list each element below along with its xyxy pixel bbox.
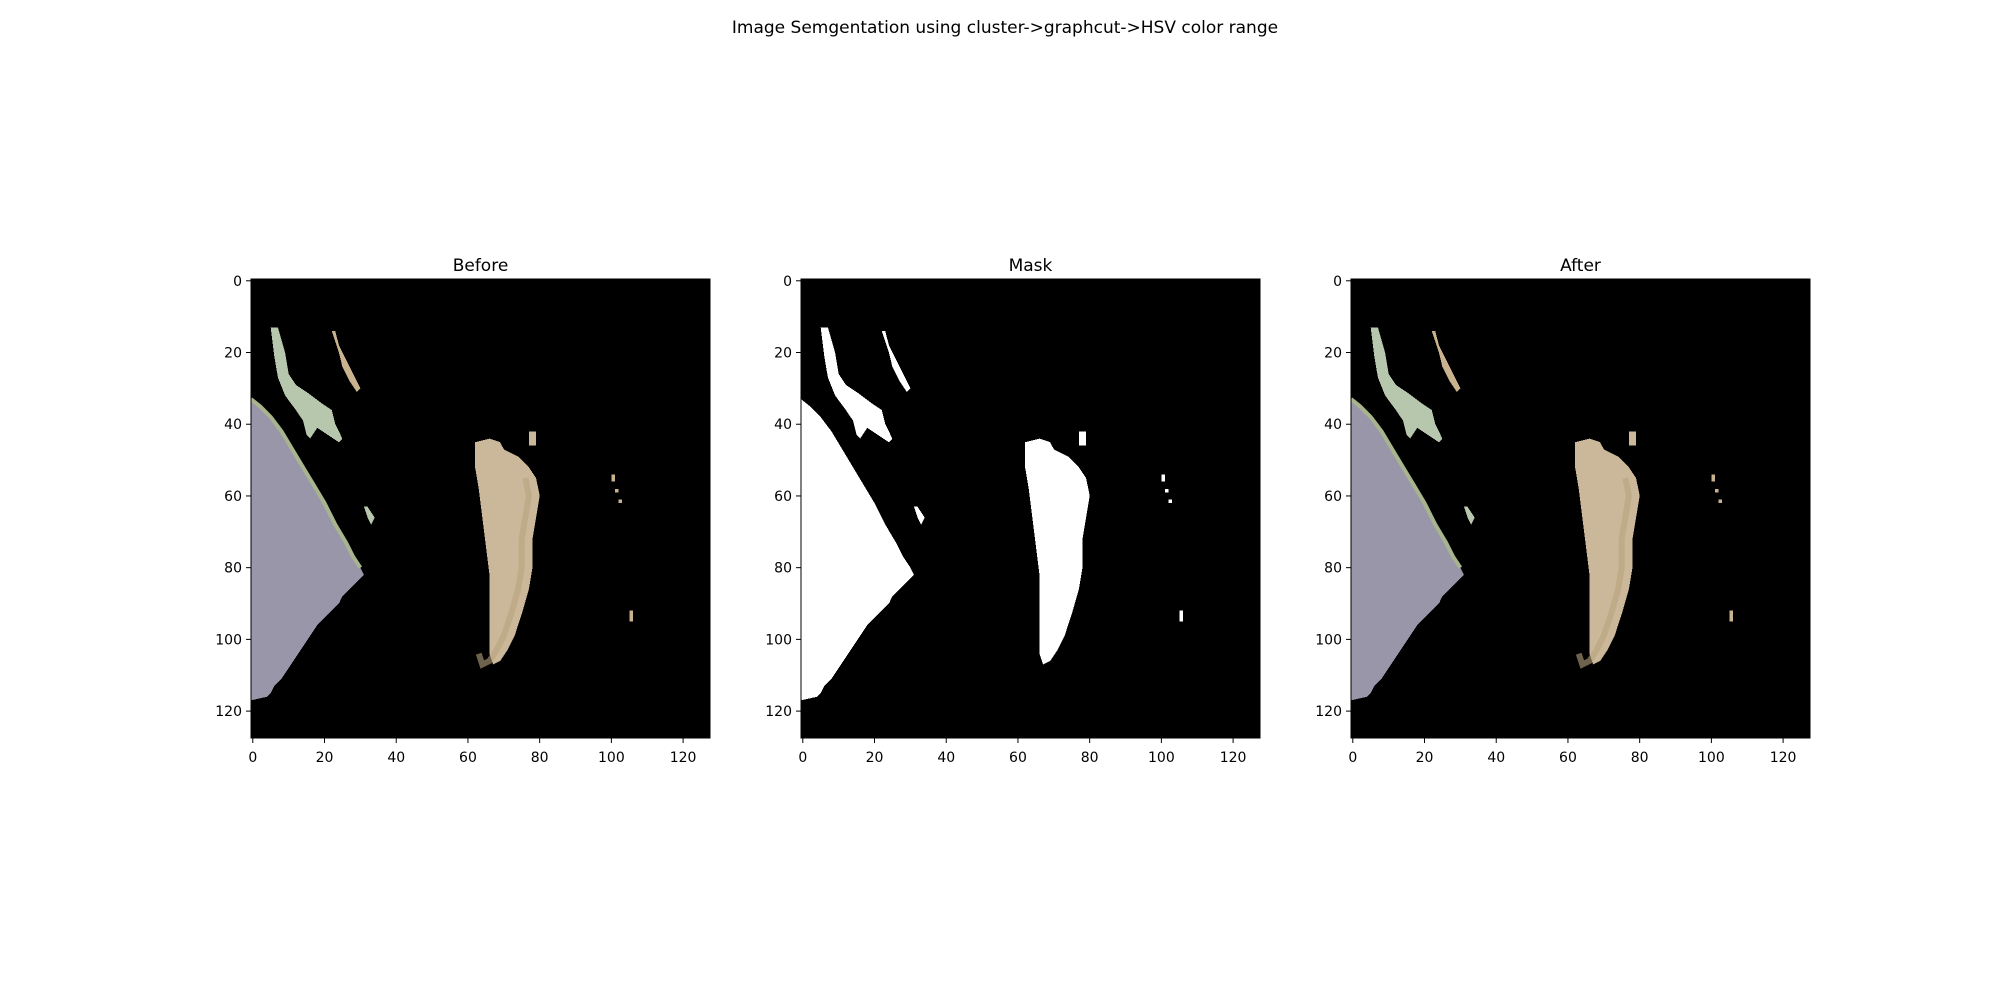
mask-pale-green-region xyxy=(820,327,893,443)
mask-ytick-label: 100 xyxy=(765,632,792,648)
mask-ytick-label: 60 xyxy=(774,489,792,505)
before-ytick-label: 40 xyxy=(224,417,242,433)
mask-speck-right-d xyxy=(1179,610,1183,622)
after-tan-sliver xyxy=(1431,331,1461,392)
mask-tan-speck-a xyxy=(1078,431,1087,446)
after-tan-shading xyxy=(1575,477,1632,669)
before-ytick-label: 0 xyxy=(233,274,242,290)
panel-before: Before 0 20 40 60 80 100 120 0 20 40 60 80 100 120 xyxy=(215,256,711,766)
mask-regions xyxy=(801,327,1183,701)
mask-ytick-label: 0 xyxy=(783,274,792,290)
before-pale-green-region xyxy=(270,327,343,443)
mask-xtick-label: 100 xyxy=(1148,750,1175,766)
mask-ytick-label: 80 xyxy=(774,561,792,577)
after-ytick-label: 0 xyxy=(1333,274,1342,290)
panel-mask: Mask 0 20 40 60 80 100 120 0 20 40 60 80 100 120 xyxy=(765,256,1261,766)
before-ytick-label: 20 xyxy=(224,346,242,362)
before-tan-speck-a xyxy=(528,431,537,446)
after-ytick-label: 120 xyxy=(1315,704,1342,720)
after-xtick-label: 100 xyxy=(1698,750,1725,766)
before-speck-right-b xyxy=(615,488,619,493)
after-xtick-label: 60 xyxy=(1559,750,1577,766)
before-tan-sliver xyxy=(331,331,361,392)
before-speck-right-a xyxy=(611,474,615,482)
mask-xtick-label: 60 xyxy=(1009,750,1027,766)
after-ytick-label: 60 xyxy=(1324,489,1342,505)
after-pale-green-speck xyxy=(1464,506,1475,525)
after-xtick-label: 80 xyxy=(1631,750,1649,766)
after-regions xyxy=(1351,327,1733,701)
before-ytick-label: 80 xyxy=(224,561,242,577)
before-tan-shading xyxy=(475,477,532,669)
after-pale-green-region xyxy=(1370,327,1443,443)
mask-ytick-label: 120 xyxy=(765,704,792,720)
after-speck-right-a xyxy=(1711,474,1715,482)
mask-speck-right-a xyxy=(1161,474,1165,482)
after-title: After xyxy=(1560,256,1601,276)
mask-xtick-label: 120 xyxy=(1220,750,1247,766)
before-xtick-label: 20 xyxy=(316,750,334,766)
before-xtick-label: 60 xyxy=(459,750,477,766)
before-xtick-label: 80 xyxy=(531,750,549,766)
mask-pale-green-speck xyxy=(914,506,925,525)
after-ytick-label: 40 xyxy=(1324,417,1342,433)
before-xtick-label: 120 xyxy=(670,750,697,766)
before-tan-region xyxy=(475,438,540,665)
after-ytick-label: 80 xyxy=(1324,561,1342,577)
before-speck-right-d xyxy=(629,610,633,622)
before-speck-right-c xyxy=(618,499,623,504)
after-speck-right-d xyxy=(1729,610,1733,622)
before-ytick-label: 60 xyxy=(224,489,242,505)
after-tan-speck-a xyxy=(1628,431,1637,446)
before-pale-green-speck xyxy=(364,506,375,525)
before-xtick-label: 100 xyxy=(598,750,625,766)
mask-axes-frame xyxy=(800,278,1261,739)
before-title: Before xyxy=(453,256,509,276)
mask-title: Mask xyxy=(1009,256,1053,276)
after-axes-frame xyxy=(1350,278,1811,739)
after-xtick-label: 0 xyxy=(1348,750,1357,766)
mask-image-background xyxy=(801,279,1260,738)
before-xtick-label: 40 xyxy=(387,750,405,766)
mask-ytick-label: 20 xyxy=(774,346,792,362)
mask-tan-sliver xyxy=(881,331,911,392)
mask-xtick-label: 40 xyxy=(937,750,955,766)
mask-ytick-label: 40 xyxy=(774,417,792,433)
before-xtick-label: 0 xyxy=(248,750,257,766)
after-speck-right-b xyxy=(1715,488,1719,493)
after-xtick-label: 40 xyxy=(1487,750,1505,766)
before-lavender-region xyxy=(251,399,364,701)
mask-xtick-label: 80 xyxy=(1081,750,1099,766)
after-lavender-rim xyxy=(1351,397,1463,569)
before-ytick-label: 100 xyxy=(215,632,242,648)
mask-xtick-label: 0 xyxy=(798,750,807,766)
after-lavender-region xyxy=(1351,399,1464,701)
figure-suptitle: Image Semgentation using cluster->graphc… xyxy=(732,18,1278,38)
mask-xtick-label: 20 xyxy=(866,750,884,766)
mask-speck-right-b xyxy=(1165,488,1169,493)
after-xtick-label: 20 xyxy=(1416,750,1434,766)
after-ytick-label: 100 xyxy=(1315,632,1342,648)
after-ytick-label: 20 xyxy=(1324,346,1342,362)
after-speck-right-c xyxy=(1718,499,1723,504)
mask-lavender-region xyxy=(801,399,914,701)
before-ytick-label: 120 xyxy=(215,704,242,720)
mask-speck-right-c xyxy=(1168,499,1173,504)
before-axes-frame xyxy=(250,278,711,739)
after-xtick-label: 120 xyxy=(1770,750,1797,766)
after-tan-region xyxy=(1575,438,1640,665)
panel-after: After 0 20 40 60 80 100 120 0 20 40 60 80 100 120 xyxy=(1315,256,1811,766)
before-regions xyxy=(251,327,633,701)
before-lavender-rim xyxy=(251,397,363,569)
mask-tan-region xyxy=(1025,438,1090,665)
